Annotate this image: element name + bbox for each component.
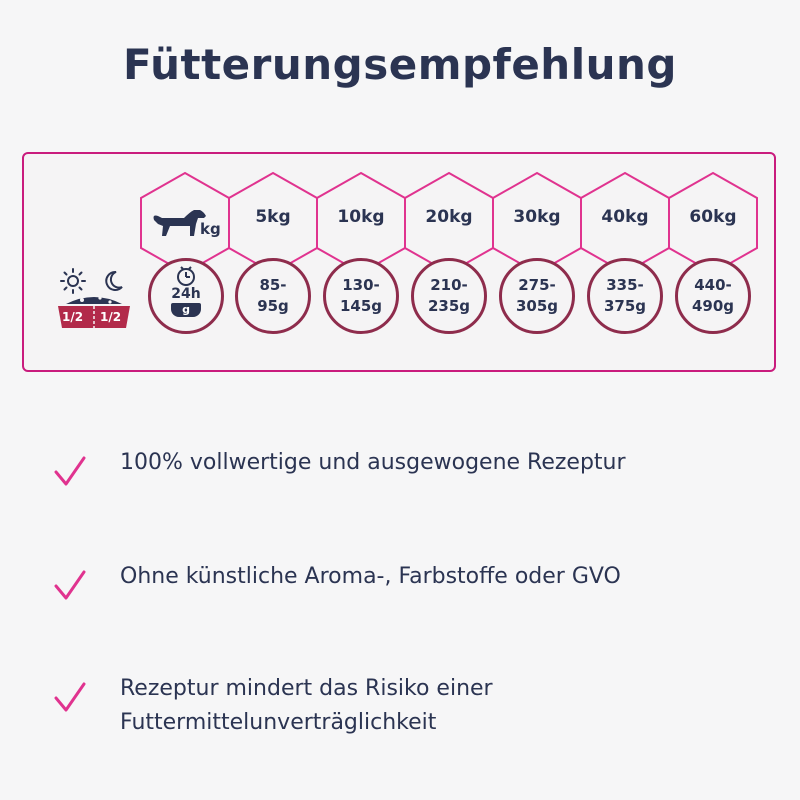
moon-icon (105, 270, 123, 291)
amount-bottom: 305g (515, 297, 559, 315)
clock-icon (177, 266, 195, 286)
check-icon (54, 682, 86, 712)
amount-bottom: 490g (691, 297, 735, 315)
page-title: Fütterungsempfehlung (123, 40, 677, 89)
list-item: Rezeptur mindert das Risiko einer Futter… (52, 672, 740, 740)
sun-icon (60, 268, 86, 294)
amount-bottom: 235g (427, 297, 471, 315)
bowl-icon (58, 296, 130, 328)
feeding-table: 1/2 1/2 kg 24h g 5kg 85- 95g 10kg 130- 145g 20… (22, 152, 776, 372)
weight-hexagon: 10kg (314, 170, 408, 276)
check-icon (54, 456, 86, 486)
dog-weight-header: kg (138, 170, 232, 276)
split-right-label: 1/2 (100, 310, 122, 324)
gram-bowl: g (171, 303, 201, 317)
weight-label: 60kg (689, 207, 737, 227)
bullet-text: 100% vollwertige und ausgewogene Rezeptu… (120, 450, 626, 475)
weight-label: 40kg (601, 207, 649, 227)
amount-bottom: 375g (603, 297, 647, 315)
amount-circle: 210- 235g (411, 258, 487, 334)
amount-top: 130- (342, 276, 380, 294)
amount-circle: 130- 145g (323, 258, 399, 334)
amount-top: 210- (430, 276, 468, 294)
amount-circle: 275- 305g (499, 258, 575, 334)
dog-weight-unit: kg (200, 220, 221, 238)
weight-label: 5kg (255, 207, 291, 227)
amount-circle: 335- 375g (587, 258, 663, 334)
amount-circle: 440- 490g (675, 258, 751, 334)
weight-hexagon: 5kg (226, 170, 320, 276)
split-left-label: 1/2 (62, 310, 84, 324)
amount-top: 85- (259, 276, 287, 294)
time-label: 24h (171, 286, 201, 302)
check-icon (54, 570, 86, 600)
weight-label: 10kg (337, 207, 385, 227)
list-item: 100% vollwertige und ausgewogene Rezeptu… (52, 446, 740, 488)
amount-bottom: 145g (339, 297, 383, 315)
amount-top: 440- (694, 276, 732, 294)
daily-amount-header: 24h g (148, 258, 224, 334)
feeding-split-graphic: 1/2 1/2 (56, 268, 132, 330)
weight-hexagon: 60kg (666, 170, 760, 276)
weight-label: 30kg (513, 207, 561, 227)
amount-bottom: 95g (257, 297, 289, 315)
amount-circle: 85- 95g (235, 258, 311, 334)
bullet-text: Rezeptur mindert das Risiko einer Futter… (120, 676, 493, 735)
amount-top: 335- (606, 276, 644, 294)
dog-icon (153, 210, 206, 236)
gram-label: g (182, 303, 190, 316)
weight-label: 20kg (425, 207, 473, 227)
list-item: Ohne künstliche Aroma-, Farbstoffe oder … (52, 560, 740, 602)
bullet-text: Ohne künstliche Aroma-, Farbstoffe oder … (120, 564, 621, 589)
amount-top: 275- (518, 276, 556, 294)
